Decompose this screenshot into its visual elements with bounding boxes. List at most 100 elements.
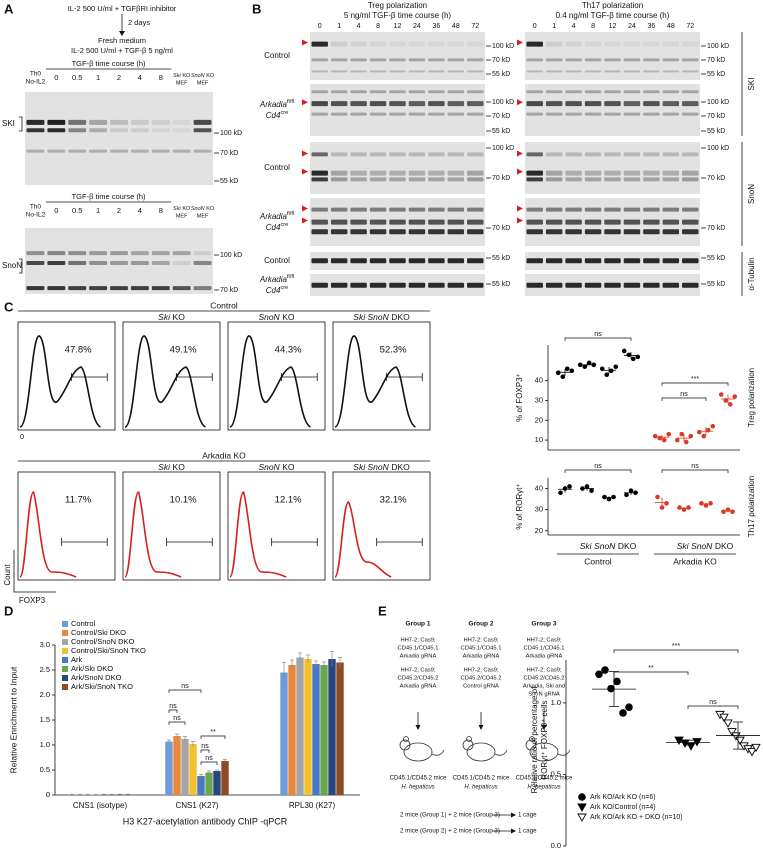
mouse-body [466,742,496,762]
blot-band [584,219,602,225]
size-marker: 70 kD [707,175,725,182]
blot-band [110,128,128,133]
blot-band [545,219,563,225]
blot [310,142,485,194]
blot-band [662,58,680,62]
donor-line: Arkadia gRNA [526,654,563,660]
y-tick-label: 40 [535,376,543,385]
data-point [624,492,629,498]
lane-label: SnoN KO [191,73,215,79]
genotype-label: SnoN KO [258,462,294,472]
arrow-head [541,725,547,730]
blot-band [389,170,406,176]
donor-line: HH7-2; Cas9; [526,668,562,674]
blot-band [389,177,406,182]
blot-band [447,229,465,235]
blot [310,32,485,80]
legend-label: Control/Ski DKO [71,628,126,637]
blot-band [408,70,426,73]
label-part: Ski SnoN [353,312,389,322]
lane-label: Th0 [30,71,42,78]
arrow-head [415,725,421,730]
blot-band [47,119,66,125]
label-part: DKO [391,462,410,472]
significance-label: ns [201,743,209,750]
data-point [699,501,704,506]
band-arrow [517,217,523,224]
protocol-step: IL-2 500 U/ml + TGFβRI inhibitor [68,4,177,13]
data-point [692,738,702,747]
data-point [688,433,694,439]
label-part: DKO [618,541,637,551]
blot-band [447,41,465,47]
y-tick-label: 30 [535,395,543,404]
significance-label: ns [594,331,602,338]
blot-band [130,128,149,133]
blot-band [565,101,582,107]
blot-band [350,177,367,182]
blot-band [389,90,406,94]
blot-band [604,282,621,288]
blot-band [311,152,328,157]
blot-header: TGF-β time course (h) [72,59,146,68]
blot-band [623,219,641,225]
mouse-head [399,739,411,751]
cage-mix: 2 mice (Group 1) + 2 mice (Group 3) [400,812,500,819]
blot-band [330,229,348,235]
blot-band [350,229,367,235]
donor-line: CD45.2/CD45.2 [461,676,502,682]
row-label: Control [264,163,290,172]
blot-band [389,219,406,225]
column-title: Treg polarization [368,1,427,10]
lane-label: 0 [54,206,58,215]
donor-line: Arkadia gRNA [400,684,437,690]
blot-band [565,152,582,157]
blot-band [110,149,128,153]
legend-label: Ark KO/Ark KO (n=6) [590,794,656,801]
donor-line: HH7-2; Cas9; [463,638,499,644]
lane-label: 12 [609,23,617,30]
bar [312,664,320,795]
y-tick-label: 20 [535,526,543,535]
data-point [727,728,737,737]
legend-marker [578,793,586,801]
bar [288,665,296,795]
blot-header: TGF-β time course (h) [72,192,146,201]
data-point [696,429,702,435]
histogram-curve [124,335,206,428]
gate-percentage: 11.7% [65,495,92,506]
blot-band [311,219,328,225]
blot-band [447,152,465,157]
legend-swatch [62,666,68,672]
size-marker: 70 kD [220,287,238,294]
gate-percentage: 47.8% [65,345,92,356]
significance-bracket [613,671,689,675]
label-part: DKO [391,312,410,322]
blot-band [408,58,426,62]
legend-label: Control/SnoN DKO [71,637,135,646]
mouse-tail [557,749,571,756]
label-part: Ski [173,73,181,79]
blot-band [565,207,582,212]
blot-band [369,219,387,225]
label-part: SnoN [691,541,713,551]
legend-label: Ark/SnoN DKO [71,673,122,682]
y-tick-label: 1.5 [40,715,50,724]
label-part: KO [206,73,215,79]
size-marker: 70 kD [492,57,510,64]
blot-band [311,41,328,47]
legend-swatch [62,648,68,654]
blot-band [545,70,563,73]
data-point [560,374,566,379]
blot-band [350,152,367,157]
blot-band [389,207,406,212]
blot-band [565,177,582,182]
blot-band [447,170,465,176]
donor-line: CD45.2/CD45.2 [398,676,439,682]
blot-band [526,90,543,94]
blot-band [565,58,582,62]
blot-band [584,207,602,212]
band-arrow [517,168,523,175]
blot-band [89,149,108,153]
blot-band [526,229,543,235]
